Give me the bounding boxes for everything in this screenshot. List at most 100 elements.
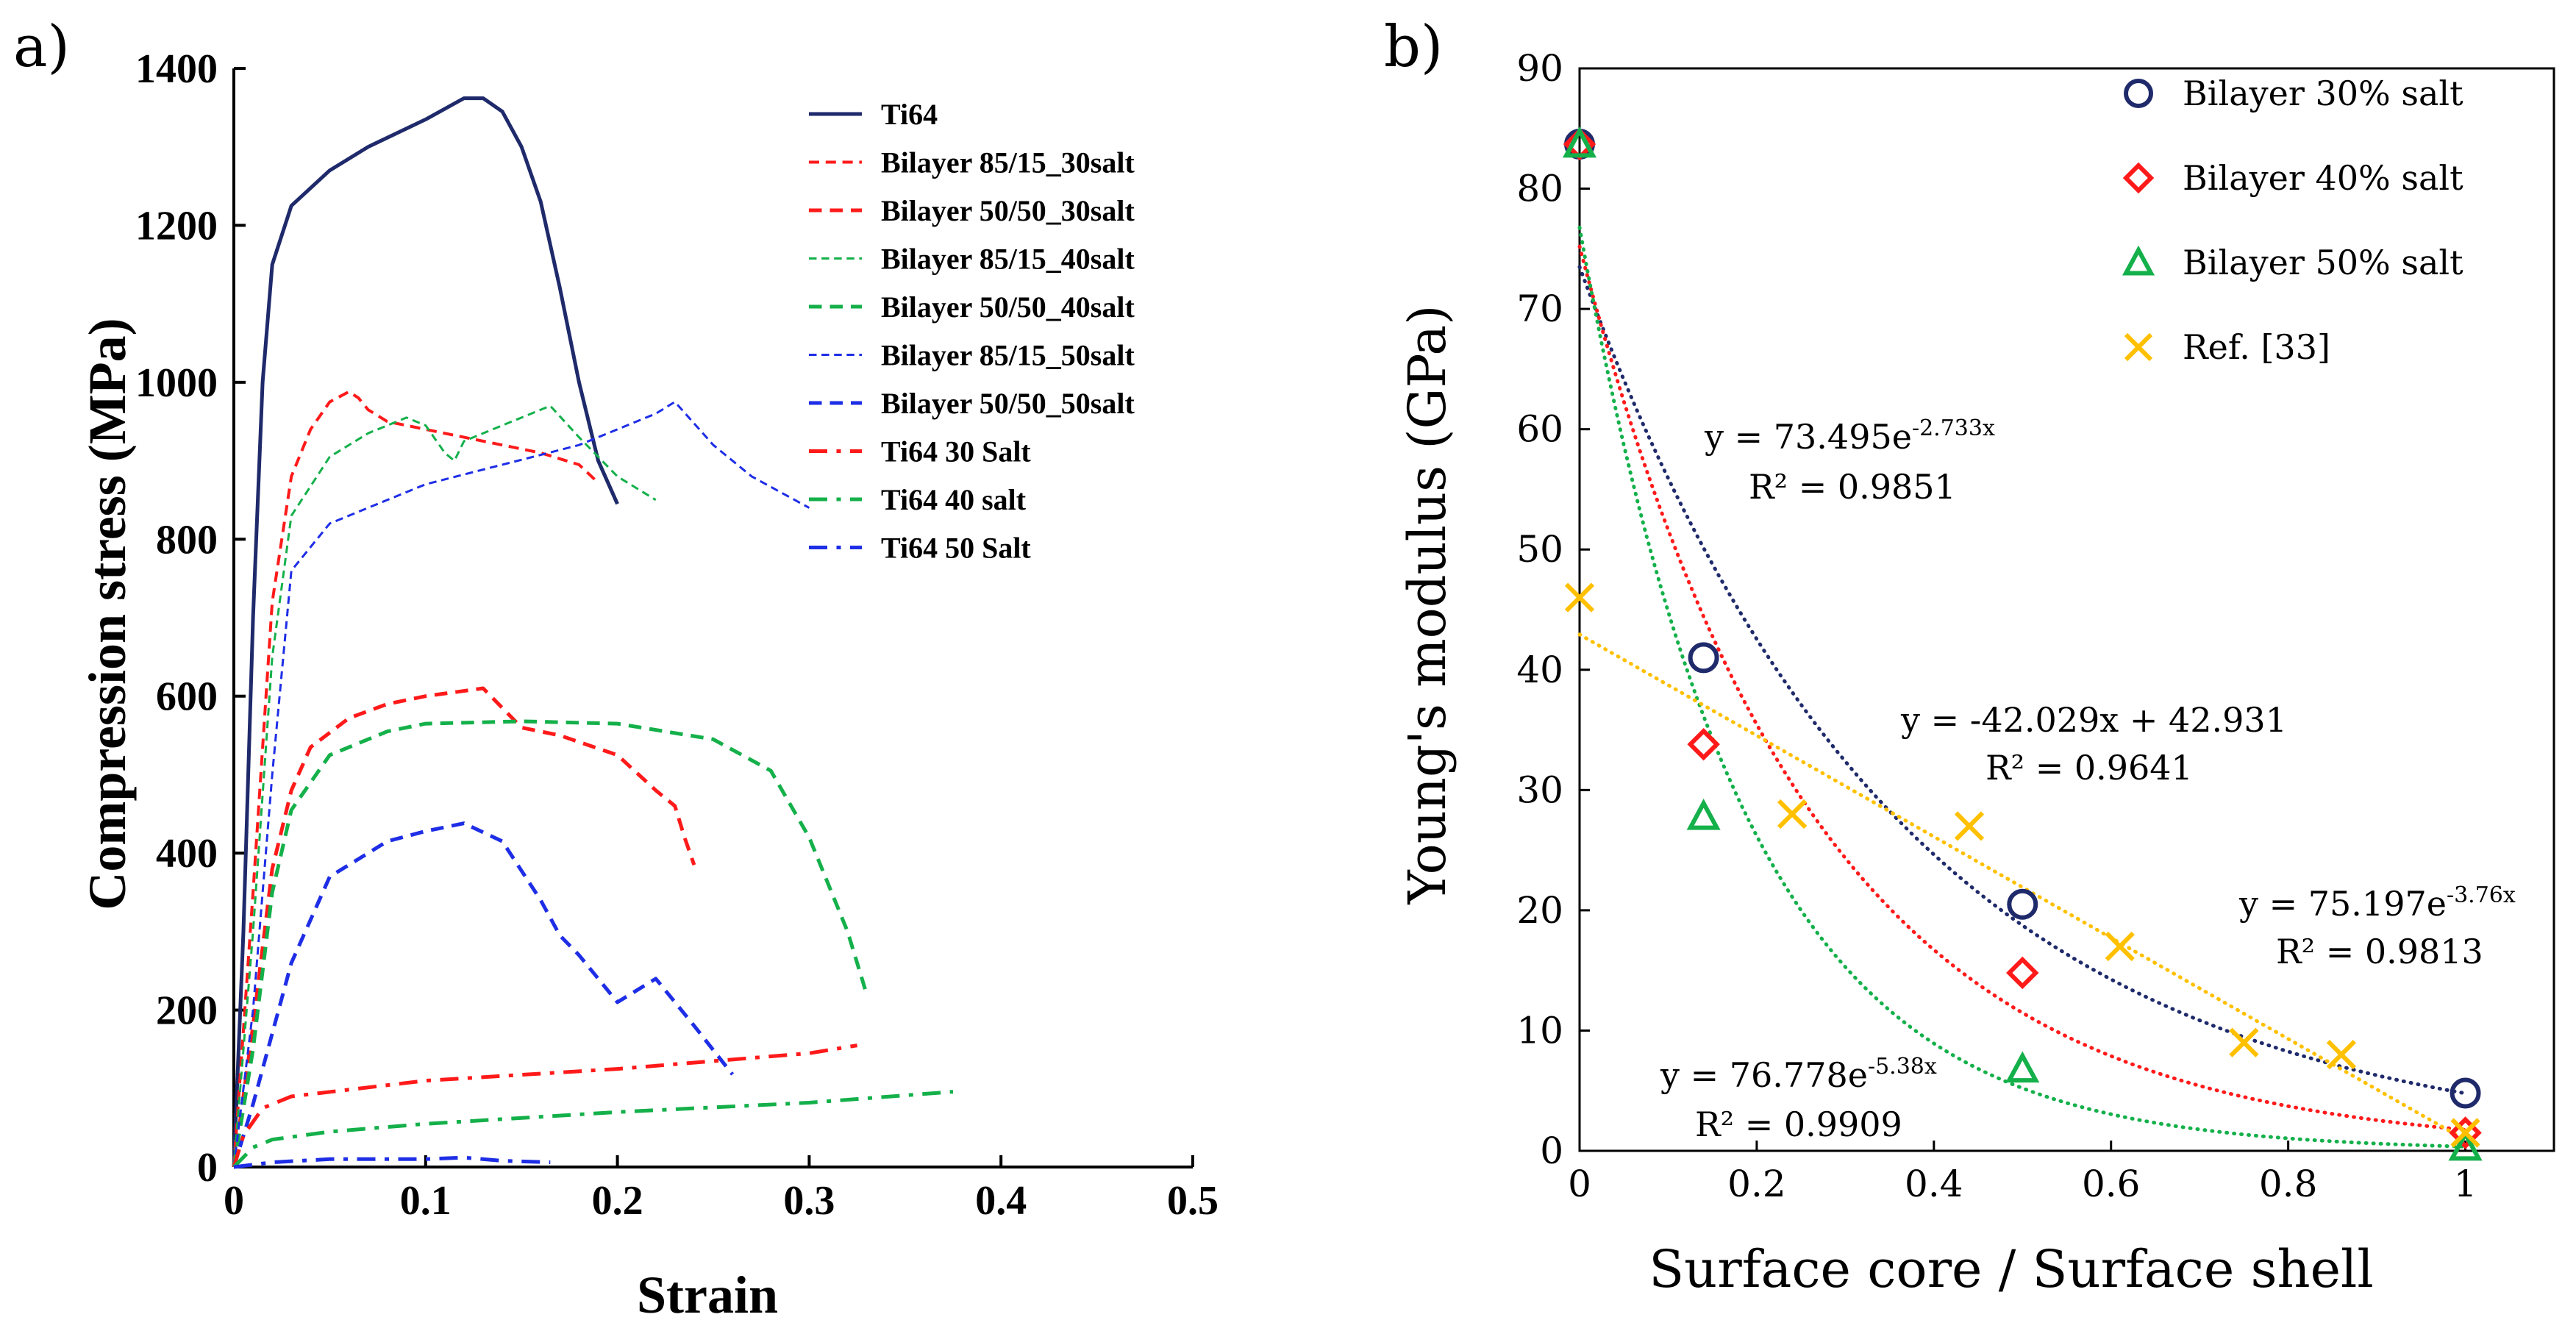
fit-equation-50-salt: y = 76.778e-5.38x xyxy=(1660,1054,1937,1095)
data-point-bilayer-30-salt xyxy=(1688,642,1719,674)
panel-b-y-tick-label: 50 xyxy=(1516,528,1563,571)
series-line-ti64-40-salt xyxy=(232,1090,954,1168)
panel-b-y-tick-label: 10 xyxy=(1516,1009,1563,1052)
series-line-ti64-30-salt xyxy=(232,1043,858,1168)
youngs-modulus-chart: b) 0 10 20 30 40 50 60 70 80 90 0 0.2 0.4 0.6 0.8 1 Bil… xyxy=(1384,14,2555,1299)
panel-b-x-tick-label: 0.6 xyxy=(2082,1163,2141,1205)
panel-b-y-tick-label: 20 xyxy=(1516,889,1563,932)
legend-label-bilayer-50-salt: Bilayer 50% salt xyxy=(2183,243,2463,282)
panel-a-legend: Ti64 Bilayer 85/15_30salt Bilayer 50/50_30… xyxy=(809,98,1135,565)
data-point-ref-33-stroke xyxy=(1777,799,1808,829)
legend-marker-bilayer-50-salt xyxy=(2122,245,2155,276)
panel-b-tick-labels: 0 10 20 30 40 50 60 70 80 90 0 0.2 0.4 0.6 0.8 1 xyxy=(1516,47,2477,1205)
legend-label-bilayer-30-salt: Bilayer 30% salt xyxy=(2183,74,2463,113)
fit-equation-30-salt: y = 73.495e-2.733x xyxy=(1704,415,1995,457)
legend-label-bilayer-85-15-30salt: Bilayer 85/15_30salt xyxy=(881,146,1135,179)
legend-marker-bilayer-40-salt xyxy=(2122,162,2155,194)
panel-a-label: a) xyxy=(13,14,70,80)
legend-label-bilayer-85-15-50salt: Bilayer 85/15_50salt xyxy=(881,339,1135,372)
panel-a-y-tick-label: 1400 xyxy=(135,46,218,92)
data-point-bilayer-50-salt xyxy=(2005,1051,2040,1083)
fit-equation-40-salt-exponent: -3.76x xyxy=(2447,882,2516,908)
panel-b-y-tick-label: 70 xyxy=(1516,288,1563,330)
panel-b-x-tick-label: 0.2 xyxy=(1727,1163,1786,1205)
fit-equation-50-salt-base: y = 76.778e xyxy=(1660,1055,1868,1095)
panel-a-x-tick-label: 0.4 xyxy=(975,1178,1027,1224)
data-point-bilayer-40-salt xyxy=(2449,1116,2482,1149)
data-point-ref-33 xyxy=(2450,1118,2480,1148)
data-point-ref-33 xyxy=(2229,1027,2259,1057)
panel-b-frame xyxy=(1578,67,2555,1152)
fit-r2-30-salt: R² = 0.9851 xyxy=(1749,467,1956,507)
data-point-ref-33 xyxy=(2105,931,2135,962)
panel-a-y-tick-label: 1000 xyxy=(135,360,218,406)
legend-marker-ref-33 xyxy=(2124,332,2153,362)
legend-label-bilayer-85-15-40salt: Bilayer 85/15_40salt xyxy=(881,243,1135,276)
data-point-ref-33-stroke xyxy=(2450,1118,2480,1148)
legend-label-bilayer-40-salt: Bilayer 40% salt xyxy=(2183,158,2463,198)
legend-label-bilayer-50-50-30salt: Bilayer 50/50_30salt xyxy=(881,194,1135,227)
fit-equation-30-salt-base: y = 73.495e xyxy=(1704,417,1912,457)
panel-a-y-tick-label: 0 xyxy=(197,1145,218,1191)
panel-b-x-tick-label: 0.4 xyxy=(1905,1163,1963,1205)
panel-b-x-axis-label: Surface core / Surface shell xyxy=(1649,1239,2374,1299)
panel-b-y-tick-label: 90 xyxy=(1516,47,1563,90)
panel-a-axes xyxy=(232,67,1194,1168)
panel-a-y-tick-label: 400 xyxy=(156,831,218,877)
legend-label-ti64-30-salt: Ti64 30 Salt xyxy=(881,435,1031,468)
panel-a-x-tick-label: 0.2 xyxy=(592,1178,643,1224)
panel-b-x-tick-label: 1 xyxy=(2454,1163,2477,1205)
data-point-ref-33-stroke xyxy=(1564,582,1595,613)
panel-b-y-tick-label: 0 xyxy=(1540,1130,1563,1172)
legend-label-ti64: Ti64 xyxy=(881,98,938,131)
panel-b-data-points xyxy=(1562,126,2483,1161)
series-line-bilayer-85-15-50salt xyxy=(232,401,810,1168)
panel-a-y-tick-label: 200 xyxy=(156,988,218,1034)
fit-r2-40-salt: R² = 0.9813 xyxy=(2276,932,2483,971)
fit-equation-50-salt-exponent: -5.38x xyxy=(1868,1054,1937,1080)
data-point-ref-33 xyxy=(1954,811,1985,841)
fit-curve-bilayer-40-salt xyxy=(1577,244,2467,1132)
series-line-bilayer-85-15-40salt xyxy=(232,404,657,1168)
series-line-bilayer-50-50-50salt xyxy=(232,821,735,1168)
panel-a-x-tick-label: 0.5 xyxy=(1167,1178,1219,1224)
panel-a-x-tick-label: 0.3 xyxy=(783,1178,835,1224)
legend-label-ti64-40-salt: Ti64 40 salt xyxy=(881,483,1027,516)
data-point-ref-33 xyxy=(1777,799,1808,829)
fit-r2-ref: R² = 0.9641 xyxy=(1985,748,2193,788)
data-point-bilayer-30-salt xyxy=(2007,888,2038,920)
series-line-ti64 xyxy=(232,96,619,1168)
fit-curve-ref-33 xyxy=(1577,632,2467,1142)
data-point-ref-33-stroke xyxy=(2326,1040,2357,1070)
panel-b-fit-curves xyxy=(1577,225,2467,1149)
legend-label-ref-33: Ref. [33] xyxy=(2183,327,2330,367)
panel-b-y-tick-label: 40 xyxy=(1516,649,1563,691)
data-point-ref-33-stroke xyxy=(1954,811,1985,841)
panel-a-x-tick-label: 0 xyxy=(224,1178,244,1224)
panel-a-y-tick-label: 1200 xyxy=(135,203,218,249)
panel-a-y-tick-label: 600 xyxy=(156,674,218,720)
panel-b-y-axis-label: Young's modulus (GPa) xyxy=(1397,305,1458,905)
panel-b-label: b) xyxy=(1384,14,1443,80)
data-point-bilayer-50-salt xyxy=(2448,1129,2483,1161)
data-point-ref-33 xyxy=(2326,1040,2357,1070)
panel-b-x-tick-label: 0.8 xyxy=(2259,1163,2318,1205)
series-line-bilayer-50-50-30salt xyxy=(232,686,696,1168)
panel-a-tick-labels: 0 200 400 600 800 1000 1200 1400 0 0.1 0.2 0.3 0.4 0.… xyxy=(135,46,1219,1224)
panel-b-legend: Bilayer 30% salt Bilayer 40% salt Bilayer … xyxy=(2122,74,2463,367)
fit-r2-50-salt: R² = 0.9909 xyxy=(1695,1105,1902,1144)
data-point-bilayer-50-salt xyxy=(1686,799,1721,830)
fit-equation-40-salt: y = 75.197e-3.76x xyxy=(2238,882,2516,924)
data-point-ref-33 xyxy=(1564,582,1595,613)
legend-label-bilayer-50-50-40salt: Bilayer 50/50_40salt xyxy=(881,290,1135,324)
legend-label-ti64-50-salt: Ti64 50 Salt xyxy=(881,532,1031,565)
fit-curve-bilayer-30-salt xyxy=(1577,265,2467,1096)
fit-equation-30-salt-exponent: -2.733x xyxy=(1912,415,1995,441)
fit-curve-bilayer-50-salt xyxy=(1577,225,2467,1149)
data-point-bilayer-50-salt xyxy=(1562,126,1597,158)
panel-b-y-tick-label: 60 xyxy=(1516,408,1563,451)
fit-equation-ref: y = -42.029x + 42.931 xyxy=(1900,700,2287,740)
stress-strain-chart: a) 0 200 400 600 800 1000 1200 1400 0 0.1 0.2 0.3 0.… xyxy=(13,14,1219,1324)
data-point-ref-33-stroke xyxy=(2229,1027,2259,1057)
